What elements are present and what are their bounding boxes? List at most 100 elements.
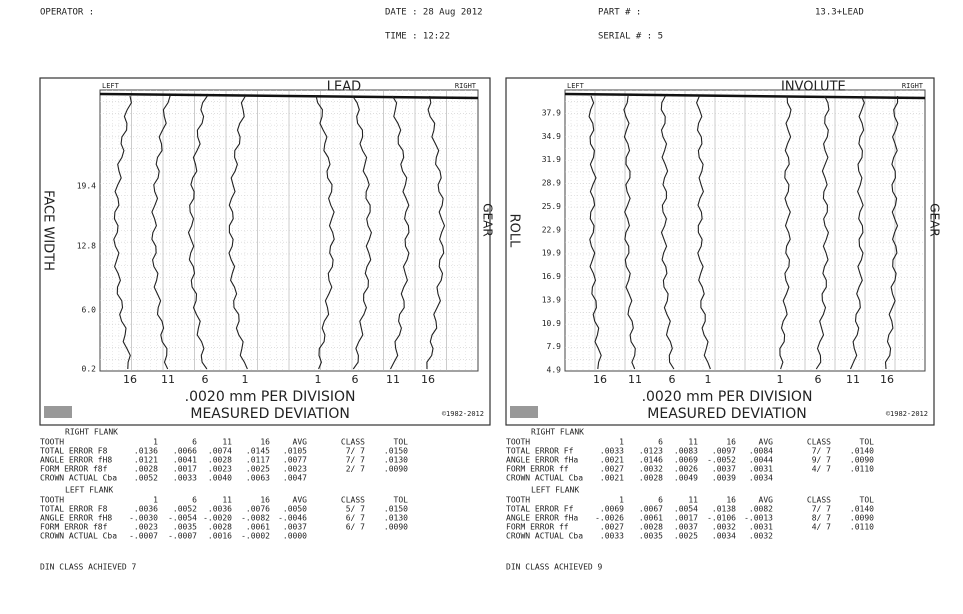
table-cell: .0052 — [134, 474, 158, 483]
trace — [352, 95, 372, 370]
table-cell: .0047 — [283, 474, 307, 483]
right-label: RIGHT — [455, 82, 477, 90]
table-header: TOL — [394, 496, 409, 505]
table-cell: .0017 — [173, 465, 197, 474]
table-cell: .0044 — [749, 456, 773, 465]
table-cell: .0145 — [246, 447, 270, 456]
table-cell: .0121 — [134, 456, 158, 465]
table-cell: .0027 — [600, 465, 624, 474]
axis-label: FACE WIDTH — [41, 190, 56, 271]
measured-label: MEASURED DEVIATION — [647, 406, 806, 422]
table-title: LEFT FLANK — [65, 486, 113, 495]
table-cell: .0090 — [384, 523, 408, 532]
table-header: AVG — [759, 496, 774, 505]
table-cell: 6/ 7 — [346, 523, 365, 532]
trace — [660, 95, 675, 370]
table-cell: 8/ 7 — [812, 514, 831, 523]
table-cell: .0140 — [850, 505, 874, 514]
table-cell: -.0030 — [129, 514, 158, 523]
logo — [44, 406, 72, 418]
table-header: 1 — [153, 496, 158, 505]
table-cell: .0090 — [384, 465, 408, 474]
table-cell: -.0007 — [129, 532, 158, 541]
table-cell: .0037 — [283, 523, 307, 532]
table-cell: .0033 — [600, 532, 624, 541]
table-cell: .0016 — [208, 532, 232, 541]
table-cell: .0032 — [639, 465, 663, 474]
y-tick-label: 28.9 — [542, 179, 561, 188]
table-cell: .0052 — [173, 505, 197, 514]
table-header: CLASS — [807, 438, 831, 447]
header-field: OPERATOR : — [40, 8, 94, 18]
x-tick-label: 16 — [593, 373, 607, 386]
table-cell: CROWN ACTUAL Cba — [40, 474, 117, 483]
table-cell: .0023 — [208, 465, 232, 474]
table-cell: .0028 — [639, 523, 663, 532]
y-tick-label: 19.9 — [542, 249, 561, 258]
table-cell: 7/ 7 — [812, 505, 831, 514]
y-tick-label: 37.9 — [542, 109, 561, 118]
y-tick-label: 22.9 — [542, 225, 561, 234]
table-cell: .0050 — [283, 505, 307, 514]
table-cell: .0035 — [639, 532, 663, 541]
table-cell: .0036 — [134, 505, 158, 514]
table-cell: -.0106 — [707, 514, 736, 523]
x-tick-label: 1 — [242, 373, 249, 386]
table-cell: .0146 — [639, 456, 663, 465]
header-field: 13.3+LEAD — [815, 8, 864, 18]
table-cell: .0035 — [173, 523, 197, 532]
table-cell: 4/ 7 — [812, 523, 831, 532]
table-cell: .0026 — [674, 465, 698, 474]
table-cell: .0028 — [639, 474, 663, 483]
header-field: PART # : — [598, 8, 641, 18]
table-cell: .0074 — [208, 447, 232, 456]
x-tick-label: 6 — [669, 373, 676, 386]
table-header: 16 — [726, 438, 736, 447]
table-cell: 5/ 7 — [346, 505, 365, 514]
x-tick-label: 16 — [880, 373, 894, 386]
table-cell: .0084 — [749, 447, 773, 456]
table-cell: -.0013 — [744, 514, 773, 523]
scale-label: .0020 mm PER DIVISION — [642, 389, 813, 405]
table-cell: -.0052 — [707, 456, 736, 465]
table-cell: FORM ERROR ff — [506, 523, 569, 532]
table-cell: .0021 — [600, 456, 624, 465]
table-cell: .0138 — [712, 505, 736, 514]
table-header: CLASS — [807, 496, 831, 505]
trace — [113, 95, 132, 370]
y-tick-label: 0.2 — [82, 365, 97, 374]
table-cell: .0110 — [850, 465, 874, 474]
trace — [849, 95, 865, 370]
table-cell: .0123 — [639, 447, 663, 456]
table-header: TOL — [394, 438, 409, 447]
left-label: LEFT — [567, 82, 585, 90]
table-cell: .0130 — [384, 514, 408, 523]
x-tick-label: 1 — [705, 373, 712, 386]
y-tick-label: 12.8 — [77, 242, 96, 251]
trace — [588, 95, 602, 370]
table-cell: .0130 — [384, 456, 408, 465]
table-cell: 6/ 7 — [346, 514, 365, 523]
table-header: 11 — [688, 496, 698, 505]
table-cell: .0076 — [246, 505, 270, 514]
table-cell: ANGLE ERROR fHa — [506, 514, 578, 523]
gear-label: GEAR — [481, 203, 495, 236]
table-header: 1 — [619, 496, 624, 505]
table-cell: .0105 — [283, 447, 307, 456]
copyright: ©1982-2012 — [442, 410, 484, 418]
table-cell: .0061 — [639, 514, 663, 523]
table-cell: .0028 — [208, 456, 232, 465]
table-cell: .0097 — [712, 447, 736, 456]
chart-frame — [39, 77, 491, 426]
x-tick-label: 1 — [315, 373, 322, 386]
x-tick-label: 6 — [202, 373, 209, 386]
y-tick-label: 7.9 — [547, 342, 562, 351]
gear-label: GEAR — [928, 203, 942, 236]
table-cell: .0140 — [850, 447, 874, 456]
table-header: 11 — [688, 438, 698, 447]
table-header: 6 — [192, 438, 197, 447]
table-cell: .0034 — [712, 532, 736, 541]
table-title: LEFT FLANK — [531, 486, 579, 495]
table-cell: .0040 — [208, 474, 232, 483]
table-cell: .0028 — [208, 523, 232, 532]
